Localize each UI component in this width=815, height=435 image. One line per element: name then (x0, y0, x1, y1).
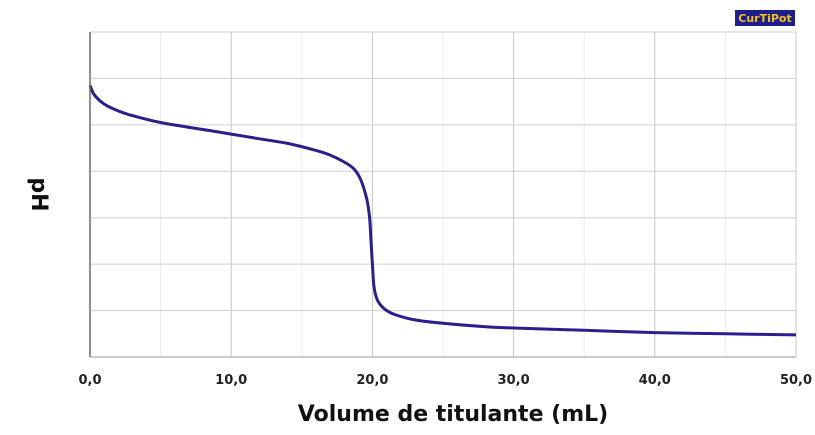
grid-lines (89, 31, 797, 357)
x-tick-label: 50,0 (780, 373, 812, 388)
x-tick-labels: 0,0 10,0 20,0 30,0 40,0 50,0 (78, 373, 812, 388)
x-tick-label: 40,0 (639, 373, 671, 388)
x-tick-label: 10,0 (215, 373, 247, 388)
x-tick-label: 30,0 (498, 373, 530, 388)
y-axis-title: pH (26, 177, 51, 211)
x-axis-title: Volume de titulante (mL) (298, 402, 608, 427)
brand-badge-background (735, 10, 795, 26)
x-tick-label: 0,0 (78, 373, 101, 388)
brand-badge: CurTiPot (735, 10, 795, 26)
series-line (88, 84, 797, 337)
series-group (88, 84, 797, 337)
brand-label: CurTiPot (738, 12, 791, 25)
x-tick-label: 20,0 (356, 373, 388, 388)
